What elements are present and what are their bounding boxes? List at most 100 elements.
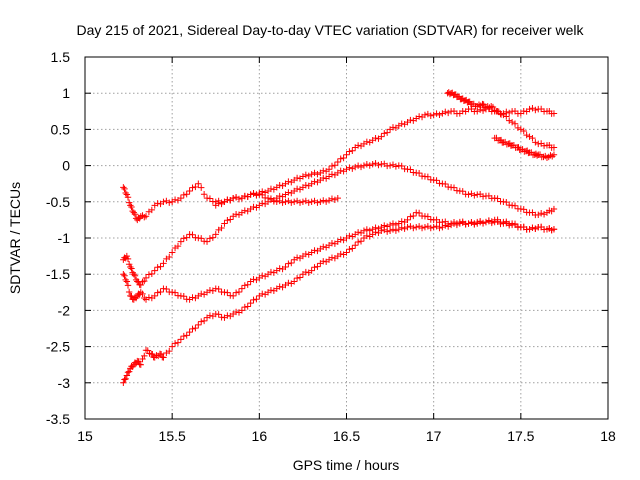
data-point-track-d (259, 272, 266, 279)
chart-title: Day 215 of 2021, Sidereal Day-to-day VTE… (76, 22, 584, 38)
data-point-track-c (459, 188, 466, 195)
data-point-track-e (392, 227, 400, 234)
data-point-track-b (349, 147, 356, 154)
data-point-track-e (122, 375, 129, 383)
data-point-track-a (282, 198, 289, 205)
data-point-track-e (195, 321, 202, 329)
data-point-track-e (224, 312, 231, 319)
x-tick-label: 17.5 (507, 428, 534, 444)
data-point-track-c (127, 263, 134, 271)
data-point-track-b (439, 110, 446, 117)
data-point-track-d (122, 276, 129, 284)
y-tick-label: -1 (58, 230, 71, 246)
data-point-track-d (288, 259, 295, 267)
data-point-track-b (479, 107, 487, 114)
data-point-track-c (450, 184, 458, 191)
data-point-track-c (415, 169, 423, 177)
data-point-track-e (453, 221, 461, 229)
data-point-track-d (366, 227, 373, 234)
data-point-track-e (447, 221, 455, 229)
data-point-track-e (415, 223, 423, 230)
data-point-track-b (261, 189, 269, 196)
data-point-track-a (320, 197, 327, 204)
data-point-track-e (215, 311, 222, 318)
data-point-track-b (433, 110, 440, 117)
data-point-track-b (320, 167, 327, 174)
data-point-track-e (192, 324, 199, 332)
data-point-track-e (378, 227, 385, 234)
data-point-track-d (337, 236, 344, 243)
data-point-track-e (250, 296, 257, 304)
data-point-track-c (131, 272, 139, 279)
data-point-track-b (259, 188, 266, 195)
data-point-track-e (123, 372, 131, 379)
data-point-track-e (526, 226, 533, 233)
data-point-track-a (123, 191, 131, 198)
data-point-track-b (325, 166, 333, 173)
data-point-track-d (151, 292, 158, 300)
data-point-track-e (474, 218, 481, 226)
data-point-track-d (139, 290, 146, 298)
data-point-track-c (293, 185, 301, 193)
data-point-track-d (238, 285, 246, 292)
data-point-track-d (180, 293, 187, 300)
data-point-track-b (381, 130, 388, 137)
data-point-track-b (302, 171, 310, 179)
data-point-track-e (349, 245, 356, 252)
data-point-track-b (305, 172, 312, 180)
data-point-track-f (506, 117, 513, 124)
data-point-track-c (357, 163, 365, 171)
data-point-track-f (508, 118, 516, 126)
data-point-track-a (122, 189, 129, 197)
data-point-track-e (120, 379, 127, 386)
data-point-track-e (141, 352, 148, 360)
data-point-track-b (354, 142, 362, 149)
data-point-track-e (160, 354, 167, 361)
data-point-track-d (157, 288, 164, 296)
data-point-track-f (511, 120, 519, 127)
y-tick-label: 0.5 (51, 121, 71, 137)
tick-marks (84, 56, 609, 420)
data-point-track-d (244, 281, 251, 288)
data-point-track-c (177, 238, 185, 245)
data-point-track-a (314, 199, 321, 206)
data-point-track-c (471, 192, 478, 199)
data-point-track-b (550, 110, 558, 117)
data-point-track-d (363, 226, 371, 233)
data-point-track-a (206, 195, 214, 202)
data-point-track-e (149, 350, 156, 358)
y-tick-label: -2.5 (46, 339, 70, 355)
data-point-track-a (130, 209, 138, 216)
data-point-track-e (267, 287, 275, 294)
data-point-track-a (302, 197, 310, 205)
data-point-track-a (163, 197, 170, 205)
data-point-track-b (421, 111, 429, 119)
data-point-track-a (171, 196, 179, 203)
x-tick-label: 16.5 (333, 428, 360, 444)
data-point-track-b (436, 111, 443, 119)
data-point-track-e (404, 223, 411, 231)
data-point-track-c (206, 235, 214, 242)
data-point-track-e (444, 223, 452, 230)
data-point-track-b (444, 109, 452, 117)
data-point-track-c (227, 216, 234, 223)
data-point-track-d (354, 229, 362, 236)
data-point-track-a (311, 197, 318, 205)
data-point-track-e (183, 332, 190, 339)
data-point-track-c (128, 265, 135, 272)
data-point-track-e (424, 223, 432, 230)
data-point-track-e (157, 350, 165, 358)
data-point-track-c (363, 161, 371, 168)
data-point-track-b (308, 171, 315, 178)
data-point-track-c (535, 211, 542, 219)
data-point-track-e (468, 218, 475, 226)
data-point-track-e (439, 223, 446, 231)
data-point-track-e (433, 223, 440, 230)
data-point-track-e (456, 220, 464, 227)
data-point-track-f (503, 113, 510, 120)
x-tick-label: 15 (77, 428, 93, 444)
data-point-track-e (532, 225, 539, 232)
data-point-track-d (311, 247, 318, 254)
data-point-track-b (378, 133, 385, 140)
y-tick-label: -3 (58, 375, 71, 391)
